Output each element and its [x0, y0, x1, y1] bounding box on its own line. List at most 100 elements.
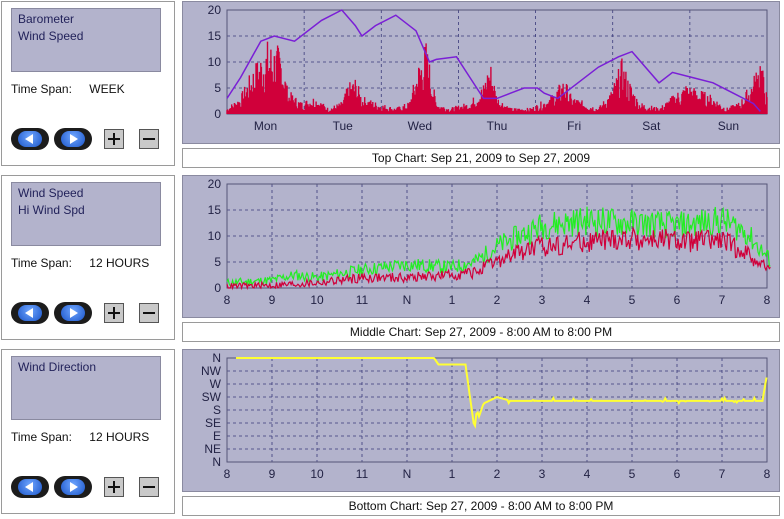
middle-chart-caption: Middle Chart: Sep 27, 2009 - 8:00 AM to … — [182, 322, 780, 342]
wind-speed-series — [226, 225, 771, 291]
right-arrow-icon — [70, 134, 78, 144]
top-series-list[interactable]: Barometer Wind Speed — [11, 8, 161, 72]
minus-icon — [143, 312, 155, 314]
grid-lines — [227, 357, 767, 463]
top-controls-panel: Barometer Wind Speed Time Span: WEEK — [1, 1, 175, 166]
top-chart-caption: Top Chart: Sep 21, 2009 to Sep 27, 2009 — [182, 148, 780, 168]
grid-lines — [227, 183, 767, 289]
zoom-out-button[interactable] — [139, 303, 159, 323]
forward-button[interactable] — [54, 302, 92, 324]
x-tick-label: 1 — [449, 293, 456, 307]
y-tick-label: 0 — [214, 281, 221, 295]
x-tick-label: Thu — [487, 119, 508, 133]
x-tick-label: Fri — [567, 119, 581, 133]
barometer-series — [226, 9, 761, 112]
x-tick-label: 8 — [764, 467, 771, 481]
x-tick-label: Mon — [254, 119, 277, 133]
y-tick-label: E — [213, 429, 221, 443]
plot-frame — [226, 183, 768, 289]
hi-wind-speed-series — [226, 206, 771, 288]
time-span-label: Time Span: — [11, 256, 72, 270]
forward-button[interactable] — [54, 128, 92, 150]
x-tick-label: Tue — [333, 119, 354, 133]
plus-icon — [108, 133, 120, 145]
y-tick-label: 10 — [208, 55, 222, 69]
x-tick-label: Wed — [408, 119, 432, 133]
y-tick-label: 5 — [214, 255, 221, 269]
y-tick-label: 5 — [214, 81, 221, 95]
x-tick-label: 8 — [224, 467, 231, 481]
time-span-row: Time Span: 12 HOURS — [11, 430, 149, 444]
back-button[interactable] — [11, 128, 49, 150]
series-list-item[interactable]: Barometer — [18, 12, 75, 26]
minus-icon — [143, 138, 155, 140]
x-tick-label: 4 — [584, 293, 591, 307]
middle-controls-panel: Wind Speed Hi Wind Spd Time Span: 12 HOU… — [1, 175, 175, 340]
middle-chart[interactable]: 20 15 10 5 0 8 9 10 11 N 1 2 3 4 5 6 7 8 — [182, 175, 780, 318]
time-span-label: Time Span: — [11, 430, 72, 444]
time-span-label: Time Span: — [11, 82, 72, 96]
x-tick-label: 3 — [539, 293, 546, 307]
bottom-controls-panel: Wind Direction Time Span: 12 HOURS — [1, 349, 175, 514]
series-list-item[interactable]: Wind Speed — [18, 186, 84, 200]
right-arrow-icon — [70, 482, 78, 492]
back-button[interactable] — [11, 302, 49, 324]
x-tick-label: 2 — [494, 293, 501, 307]
minus-icon — [143, 486, 155, 488]
x-tick-label: 7 — [719, 293, 726, 307]
x-tick-label: N — [403, 467, 412, 481]
x-tick-label: 11 — [356, 467, 369, 481]
forward-button[interactable] — [54, 476, 92, 498]
y-tick-label: 15 — [208, 203, 222, 217]
top-chart[interactable]: 20 15 10 5 0 Mon Tue Wed Thu Fri Sat Sun — [182, 1, 780, 144]
x-tick-label: 11 — [356, 293, 369, 307]
y-tick-label: N — [212, 351, 221, 365]
wind-direction-series — [236, 357, 768, 429]
x-tick-label: Sun — [718, 119, 739, 133]
x-tick-label: 2 — [494, 467, 501, 481]
left-arrow-icon — [25, 134, 33, 144]
middle-series-list[interactable]: Wind Speed Hi Wind Spd — [11, 182, 161, 246]
y-tick-label: NW — [201, 364, 222, 378]
plus-icon — [108, 481, 120, 493]
x-tick-label: 10 — [310, 293, 324, 307]
y-tick-label: N — [212, 455, 221, 469]
series-list-item[interactable]: Wind Speed — [18, 29, 84, 43]
y-tick-label: 20 — [208, 3, 222, 17]
y-tick-label: S — [213, 403, 221, 417]
time-span-value[interactable]: 12 HOURS — [89, 430, 150, 444]
left-arrow-icon — [25, 482, 33, 492]
y-tick-label: W — [210, 377, 222, 391]
top-chart-svg: 20 15 10 5 0 Mon Tue Wed Thu Fri Sat Sun — [208, 3, 768, 133]
x-tick-label: 4 — [584, 467, 591, 481]
zoom-in-button[interactable] — [104, 129, 124, 149]
x-tick-label: Sat — [642, 119, 661, 133]
time-span-row: Time Span: 12 HOURS — [11, 256, 149, 270]
time-span-value[interactable]: WEEK — [89, 82, 125, 96]
zoom-in-button[interactable] — [104, 477, 124, 497]
x-tick-label: 10 — [310, 467, 324, 481]
series-list-item[interactable]: Wind Direction — [18, 360, 97, 374]
series-list-item[interactable]: Hi Wind Spd — [18, 203, 85, 217]
x-tick-label: 7 — [719, 467, 726, 481]
x-tick-label: 3 — [539, 467, 546, 481]
x-tick-label: 5 — [629, 293, 636, 307]
back-button[interactable] — [11, 476, 49, 498]
y-tick-label: 20 — [208, 177, 222, 191]
zoom-out-button[interactable] — [139, 129, 159, 149]
zoom-out-button[interactable] — [139, 477, 159, 497]
x-tick-label: 9 — [269, 293, 276, 307]
x-tick-label: 9 — [269, 467, 276, 481]
x-tick-label: N — [403, 293, 412, 307]
zoom-in-button[interactable] — [104, 303, 124, 323]
bottom-chart-caption: Bottom Chart: Sep 27, 2009 - 8:00 AM to … — [182, 496, 780, 516]
x-tick-label: 6 — [674, 467, 681, 481]
bottom-chart[interactable]: N NW W SW S SE E NE N 8 9 10 11 N 1 2 3 4 5 6 7 8 — [182, 349, 780, 492]
left-arrow-icon — [25, 308, 33, 318]
x-tick-label: 6 — [674, 293, 681, 307]
x-tick-label: 1 — [449, 467, 456, 481]
y-tick-label: 0 — [214, 107, 221, 121]
time-span-value[interactable]: 12 HOURS — [89, 256, 150, 270]
bottom-series-list[interactable]: Wind Direction — [11, 356, 161, 420]
